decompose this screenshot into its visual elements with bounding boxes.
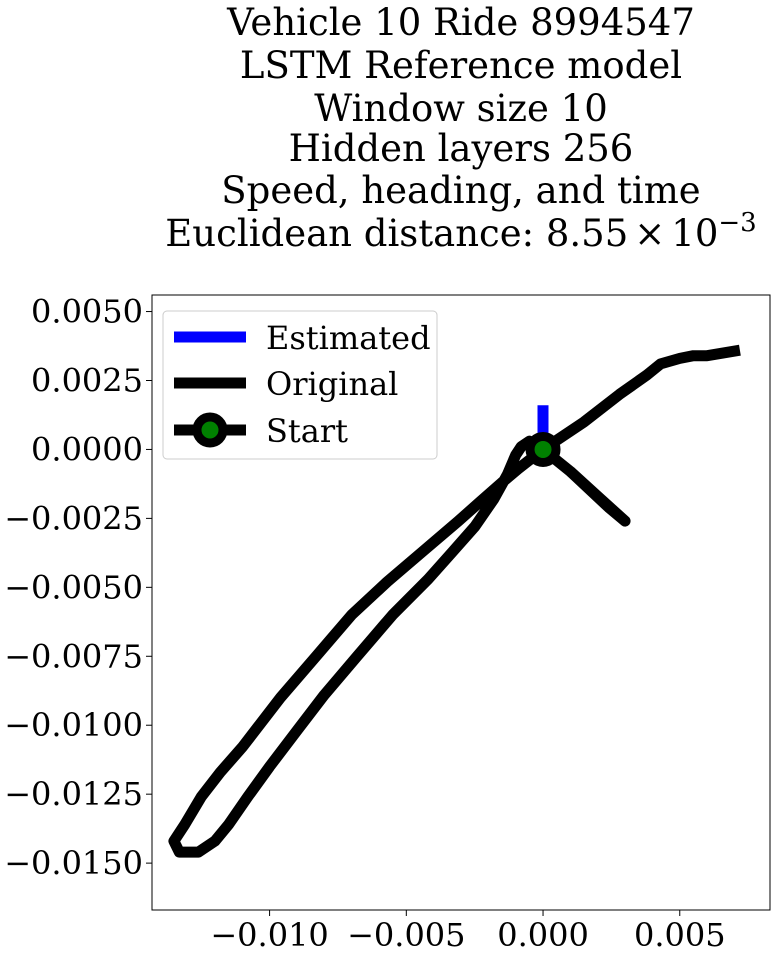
title-line-6: Euclidean distance: 8.55 × 10−3 (165, 208, 756, 255)
y-tick-label: 0.0025 (31, 361, 143, 399)
title-distance-exponent: −3 (718, 208, 756, 238)
x-axis: −0.010 −0.005 0.000 0.005 (210, 910, 726, 954)
y-tick-label: 0.0050 (31, 293, 143, 331)
x-tick-label: 0.000 (497, 916, 589, 954)
y-tick-label: −0.0125 (4, 775, 143, 813)
y-tick-label: −0.0100 (4, 706, 143, 744)
title-line-2: LSTM Reference model (240, 44, 682, 87)
title-line-4: Hidden layers 256 (289, 127, 634, 170)
x-tick-label: 0.005 (634, 916, 726, 954)
legend: Estimated Original Start (162, 310, 438, 460)
axes-frame (151, 294, 771, 911)
y-tick-label: −0.0150 (4, 844, 143, 882)
start-marker (525, 431, 561, 467)
legend-frame (162, 310, 438, 460)
plot-area (168, 344, 741, 858)
legend-start-swatch-marker (192, 412, 228, 448)
legend-original-label: Original (266, 365, 398, 403)
title-line-1: Vehicle 10 Ride 8994547 (226, 1, 695, 44)
x-tick-label: −0.010 (210, 916, 328, 954)
y-tick-label: −0.0075 (4, 637, 143, 675)
y-tick-label: −0.0050 (4, 568, 143, 606)
y-axis: 0.0050 0.0025 0.0000 −0.0025 −0.0050 −0.0075 −… (4, 293, 152, 882)
chart-title: Vehicle 10 Ride 8994547 LSTM Reference m… (165, 1, 756, 255)
legend-start-label: Start (266, 412, 348, 450)
title-distance-base: 10 (671, 212, 718, 255)
y-tick-label: −0.0025 (4, 499, 143, 537)
legend-estimated-label: Estimated (266, 319, 431, 357)
title-distance-mantissa: 8.55 (546, 212, 628, 255)
title-distance-times: × (634, 212, 665, 255)
series-original-line (168, 344, 741, 858)
title-line-5: Speed, heading, and time (221, 169, 700, 212)
y-tick-label: 0.0000 (31, 430, 143, 468)
title-distance-prefix: Euclidean distance: (165, 212, 546, 255)
x-tick-label: −0.005 (347, 916, 465, 954)
title-line-3: Window size 10 (314, 87, 608, 130)
